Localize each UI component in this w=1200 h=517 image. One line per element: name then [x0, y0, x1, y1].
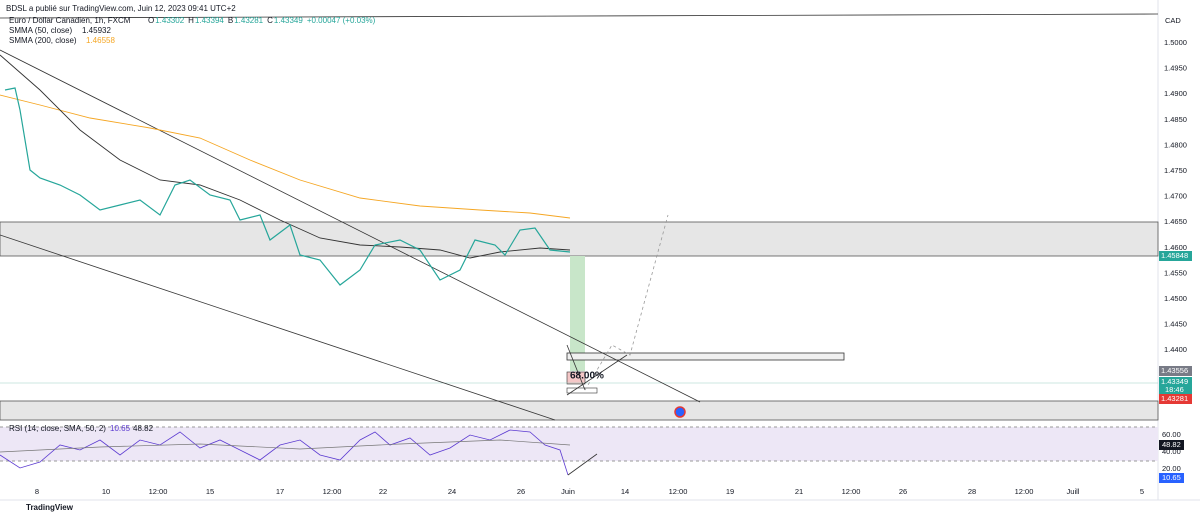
countdown: 18:46 — [1165, 385, 1184, 394]
ohlc-value: 1.43394 — [195, 16, 224, 25]
smma-200 — [0, 94, 571, 219]
trendline — [0, 13, 1159, 19]
trendline — [567, 453, 598, 476]
price-tick-label: 1.5000 — [1164, 38, 1187, 47]
time-tick-label: 17 — [276, 487, 284, 496]
ohlc-value: 1.43281 — [234, 16, 263, 25]
price-tick-label: 1.4450 — [1164, 320, 1187, 329]
event-marker[interactable] — [674, 406, 686, 418]
time-tick-label: 15 — [206, 487, 214, 496]
time-tick-label: 24 — [448, 487, 456, 496]
rsi-tag — [1159, 440, 1184, 450]
rsi-line — [0, 429, 569, 476]
time-tick-label: 22 — [379, 487, 387, 496]
rsi-tick-label: 20.00 — [1162, 464, 1181, 473]
indicator-name: SMMA (50, close) — [9, 26, 72, 35]
price-tick-label: 1.4600 — [1164, 243, 1187, 252]
ohlc-label: B — [228, 16, 233, 25]
rsi-tick-label: 60.00 — [1162, 430, 1181, 439]
price-label: 1.43349 — [1161, 377, 1188, 386]
ohlc-label: H — [188, 16, 194, 25]
ohlc-label: O — [148, 16, 154, 25]
zone — [566, 352, 845, 361]
zone — [566, 387, 598, 394]
time-tick-label: 26 — [899, 487, 907, 496]
price-tick-label: 1.4900 — [1164, 89, 1187, 98]
time-tick-label: 12:00 — [842, 487, 861, 496]
price-label: 1.45848 — [1161, 251, 1188, 260]
time-tick-label: 21 — [795, 487, 803, 496]
time-tick-label: 10 — [102, 487, 110, 496]
price-label: 1.43556 — [1161, 366, 1188, 375]
price-tick-label: 1.4400 — [1164, 345, 1187, 354]
publisher: BDSL a publié sur TradingView.com, Juin … — [6, 4, 236, 13]
rsi-title: RSI (14, close, SMA, 50, 2) — [9, 424, 106, 433]
stop-box — [566, 371, 586, 385]
price-tag — [1159, 251, 1192, 261]
rsi-label: 10.65 — [1162, 473, 1181, 482]
indicator-name: SMMA (200, close) — [9, 36, 77, 45]
brand: TradingView — [26, 503, 74, 512]
price-tag — [1159, 377, 1192, 395]
time-tick-label: 8 — [35, 487, 39, 496]
trendline — [0, 49, 701, 403]
price-tick-label: 1.4750 — [1164, 166, 1187, 175]
time-tick-label: 5 — [1140, 487, 1144, 496]
time-tick-label: 14 — [621, 487, 629, 496]
price-tick-label: 1.4700 — [1164, 192, 1187, 201]
zone — [0, 221, 1159, 257]
price-tick-label: 1.4650 — [1164, 217, 1187, 226]
time-tick-label: Juill — [1067, 487, 1080, 496]
time-tick-label: 12:00 — [1015, 487, 1034, 496]
time-tick-label: 12:00 — [323, 487, 342, 496]
time-tick-label: 26 — [517, 487, 525, 496]
time-tick-label: 28 — [968, 487, 976, 496]
currency: CAD — [1165, 16, 1181, 25]
ohlc-label: C — [267, 16, 273, 25]
rsi-band — [0, 427, 1158, 461]
price-tick-label: 1.4950 — [1164, 64, 1187, 73]
smma-50 — [0, 54, 571, 259]
symbol: Euro / Dollar Canadien, 1h, FXCM — [9, 16, 131, 25]
rsi-tick-label: 40.00 — [1162, 447, 1181, 456]
rsi-value: 48.82 — [133, 424, 154, 433]
ohlc-value: 1.43302 — [155, 16, 184, 25]
trendline — [0, 234, 556, 421]
rsi-value: 10.65 — [110, 424, 131, 433]
indicator-value: 1.46558 — [86, 36, 115, 45]
price-tick-label: 1.4550 — [1164, 268, 1187, 277]
price-tag — [1159, 366, 1192, 376]
trendline — [566, 344, 586, 391]
projection — [584, 214, 669, 391]
ohlc-value: 1.43349 — [274, 16, 303, 25]
time-tick-label: Juin — [561, 487, 575, 496]
rsi-label: 48.82 — [1162, 440, 1181, 449]
zone — [0, 400, 1159, 421]
time-tick-label: 12:00 — [149, 487, 168, 496]
price-series — [4, 87, 571, 286]
percent-label: 68.00% — [570, 371, 604, 382]
price-label: 1.43281 — [1161, 394, 1188, 403]
price-tag — [1159, 394, 1192, 404]
price-tick-label: 1.4500 — [1164, 294, 1187, 303]
price-tick-label: 1.4850 — [1164, 115, 1187, 124]
rsi-tag — [1159, 473, 1184, 483]
price-tick-label: 1.4800 — [1164, 140, 1187, 149]
rsi-sma — [0, 439, 571, 453]
indicator-value: 1.45932 — [82, 26, 111, 35]
time-tick-label: 12:00 — [669, 487, 688, 496]
change: +0.00047 (+0.03%) — [307, 16, 376, 25]
time-tick-label: 19 — [726, 487, 734, 496]
trendline — [566, 354, 628, 396]
